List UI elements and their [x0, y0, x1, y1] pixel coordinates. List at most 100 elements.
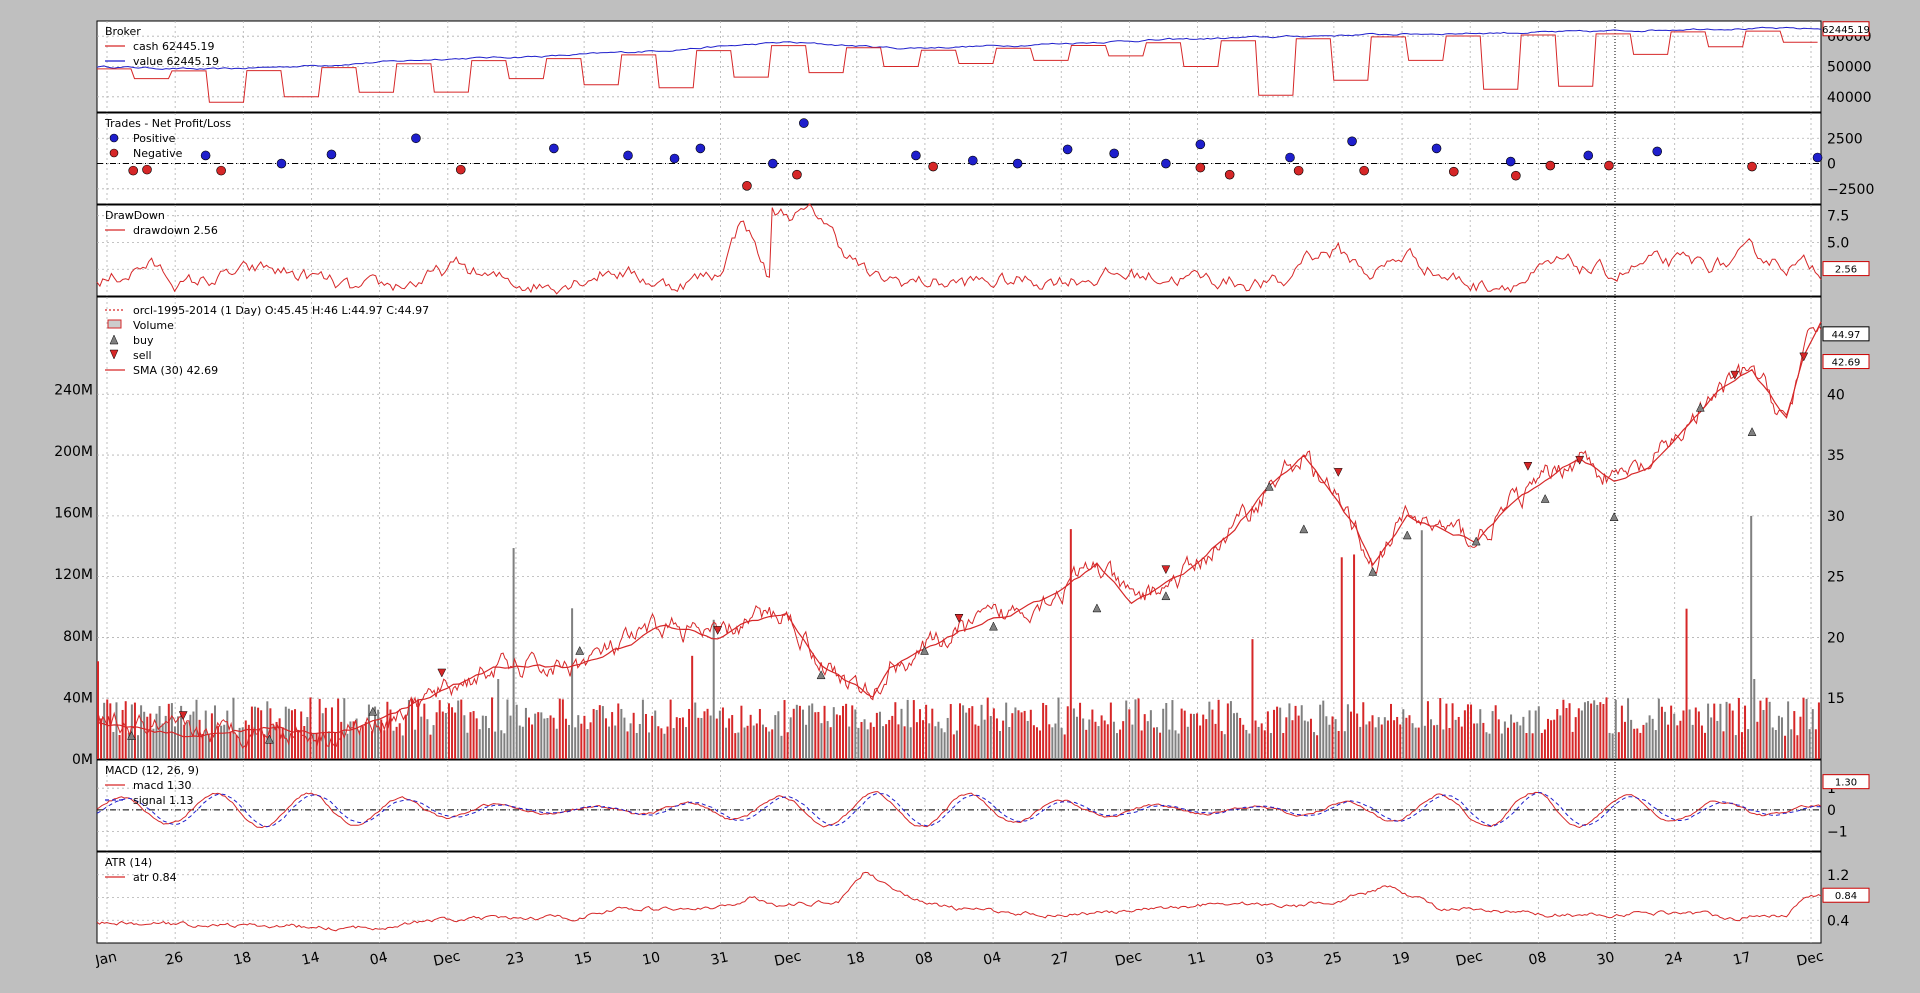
volume-bar [124, 701, 127, 759]
buy-marker [1161, 591, 1171, 601]
y-tick-label: 1.2 [1827, 868, 1849, 884]
volume-bar [1346, 704, 1349, 759]
buy-marker [575, 645, 585, 655]
volume-bar [1777, 715, 1780, 759]
volume-bar [1069, 529, 1072, 759]
volume-bar [337, 698, 340, 759]
volume-bar [648, 732, 651, 759]
legend-panel-1: Trades - Net Profit/Loss Positive Negative [104, 117, 231, 160]
volume-bar [992, 708, 995, 759]
volume-bar [1088, 719, 1091, 759]
volume-bar [595, 709, 598, 759]
volume-bar [1343, 731, 1346, 759]
volume-tick-label: 80M [63, 629, 93, 645]
volume-bar [1590, 703, 1593, 759]
series-macd-line [96, 791, 1822, 829]
trade-point-negative [142, 164, 152, 175]
atr-value-label: 0.84 [1822, 887, 1870, 903]
volume-bar [1042, 702, 1045, 759]
trade-point-positive [768, 158, 778, 169]
volume-bar [173, 726, 176, 759]
volume-bar [290, 710, 293, 759]
trade-point-positive [549, 143, 559, 154]
buy-marker [1471, 536, 1481, 546]
volume-bar [1543, 729, 1546, 759]
volume-bar [906, 699, 909, 759]
volume-bar [1309, 718, 1312, 759]
y-tick-label: 5.0 [1827, 235, 1849, 251]
volume-bar [103, 702, 106, 759]
volume-bar [1768, 701, 1771, 759]
buy-marker [264, 734, 274, 744]
volume-bar [685, 727, 688, 759]
volume-bar [1340, 557, 1343, 759]
volume-bar [937, 721, 940, 759]
volume-bar [845, 703, 848, 759]
volume-bar [792, 708, 795, 759]
volume-bar [1593, 700, 1596, 759]
volume-bar [454, 712, 457, 759]
volume-bar [934, 726, 937, 759]
volume-bar [1756, 721, 1759, 759]
volume-bar [1269, 733, 1272, 759]
volume-bar [706, 708, 709, 759]
volume-bar [287, 708, 290, 759]
volume-bar [330, 707, 333, 759]
volume-bar [1417, 727, 1420, 759]
x-tick-label: Dec [1114, 948, 1144, 969]
volume-bar [1393, 720, 1396, 759]
volume-bar [1790, 729, 1793, 759]
x-tick-label: 03 [1255, 949, 1276, 968]
volume-bar [1525, 733, 1528, 759]
buy-marker [1609, 512, 1619, 522]
volume-bar [629, 723, 632, 759]
volume-bar [552, 717, 555, 759]
buy-marker [1368, 566, 1378, 576]
volume-bar [1485, 732, 1488, 759]
volume-bar [137, 735, 140, 759]
volume-bar [1251, 639, 1254, 759]
volume-bar [1171, 700, 1174, 759]
volume-bar [1497, 719, 1500, 759]
volume-bar [795, 704, 798, 759]
volume-bar [1725, 701, 1728, 759]
volume-bar [857, 727, 860, 759]
volume-bar [718, 710, 721, 759]
panel-3 [96, 296, 1822, 760]
volume-bar [583, 715, 586, 759]
volume-bar [1445, 703, 1448, 759]
volume-bar [952, 734, 955, 759]
volume-bar [491, 697, 494, 759]
volume-bar [1587, 701, 1590, 759]
close-value-label-text: 44.97 [1832, 330, 1861, 341]
volume-bar [641, 699, 644, 759]
volume-bar [1574, 717, 1577, 759]
volume-bar [121, 709, 124, 759]
volume-bar [654, 710, 657, 759]
volume-bar [758, 708, 761, 759]
volume-bar [315, 733, 318, 759]
volume-bar [1651, 718, 1654, 759]
volume-bar [1054, 723, 1057, 759]
volume-bar [1744, 705, 1747, 759]
trade-point-positive [200, 150, 211, 161]
volume-bar [860, 722, 863, 759]
volume-bar [497, 679, 500, 759]
volume-bar [472, 711, 475, 759]
volume-bar [1734, 735, 1737, 759]
sell-marker [1575, 455, 1585, 465]
volume-bar [1716, 720, 1719, 759]
volume-bar [774, 715, 777, 759]
y-tick-label: 35 [1827, 448, 1845, 464]
volume-bar [309, 697, 312, 759]
volume-bar [1633, 728, 1636, 759]
volume-bar [429, 734, 432, 759]
volume-bar [882, 726, 885, 759]
volume-bar [475, 718, 478, 759]
volume-bar [118, 734, 121, 759]
volume-bar [143, 711, 146, 759]
volume-bar [1079, 702, 1082, 759]
y-tick-label: 0 [1827, 803, 1836, 819]
volume-bar [885, 724, 888, 759]
x-tick-label: 31 [709, 949, 730, 968]
